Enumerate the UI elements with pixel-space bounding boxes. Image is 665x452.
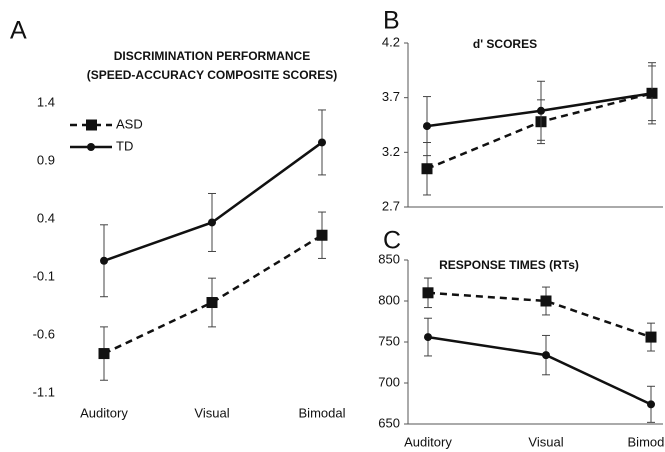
marker — [421, 163, 433, 175]
series-line — [103, 234, 323, 355]
x-tick-label: Visual — [194, 405, 229, 420]
y-tick-label: -1.1 — [33, 384, 55, 399]
marker — [424, 333, 432, 342]
series-line — [427, 291, 652, 339]
chart-title: RESPONSE TIMES (RTs) — [439, 258, 579, 272]
marker — [542, 351, 550, 360]
x-tick-label: Bimodal — [299, 405, 346, 420]
chart-title: (SPEED-ACCURACY COMPOSITE SCORES) — [87, 68, 337, 82]
y-tick-label: 0.4 — [37, 210, 55, 225]
x-tick-label: Bimodal — [628, 434, 665, 449]
marker — [422, 287, 434, 299]
series-line — [427, 335, 652, 406]
marker — [98, 348, 110, 360]
marker — [645, 331, 657, 343]
marker — [208, 218, 216, 227]
y-tick-label: 700 — [378, 374, 400, 389]
legend-label: TD — [116, 138, 133, 153]
y-tick-label: 650 — [378, 415, 400, 430]
y-tick-label: 800 — [378, 292, 400, 307]
legend-label: ASD — [116, 116, 143, 131]
marker — [206, 297, 218, 309]
series-line — [103, 141, 323, 262]
marker — [648, 89, 656, 98]
marker — [423, 122, 431, 131]
marker — [318, 138, 326, 147]
series-line — [426, 92, 653, 170]
y-tick-label: 1.4 — [37, 94, 55, 109]
panel-label: A — [10, 17, 27, 45]
marker — [316, 229, 328, 241]
marker — [100, 256, 108, 265]
y-tick-label: -0.6 — [33, 326, 55, 341]
x-tick-label: Visual — [528, 434, 563, 449]
y-tick-label: 3.7 — [382, 89, 400, 104]
legend-marker — [86, 119, 97, 131]
legend-marker — [87, 143, 95, 151]
y-tick-label: 2.7 — [382, 198, 400, 213]
y-tick-label: 850 — [378, 251, 400, 266]
y-tick-label: 750 — [378, 333, 400, 348]
x-tick-label: Auditory — [80, 405, 128, 420]
chart-title: d' SCORES — [473, 37, 537, 51]
panel-label: C — [383, 227, 401, 255]
marker — [647, 400, 655, 409]
y-tick-label: 4.2 — [382, 34, 400, 49]
marker — [537, 106, 545, 115]
y-tick-label: 3.2 — [382, 144, 400, 159]
chart-title: DISCRIMINATION PERFORMANCE — [114, 49, 310, 63]
x-tick-label: Auditory — [404, 434, 452, 449]
y-tick-label: 0.9 — [37, 152, 55, 167]
panel-label: B — [383, 7, 400, 35]
y-tick-label: -0.1 — [33, 268, 55, 283]
marker — [540, 295, 552, 307]
